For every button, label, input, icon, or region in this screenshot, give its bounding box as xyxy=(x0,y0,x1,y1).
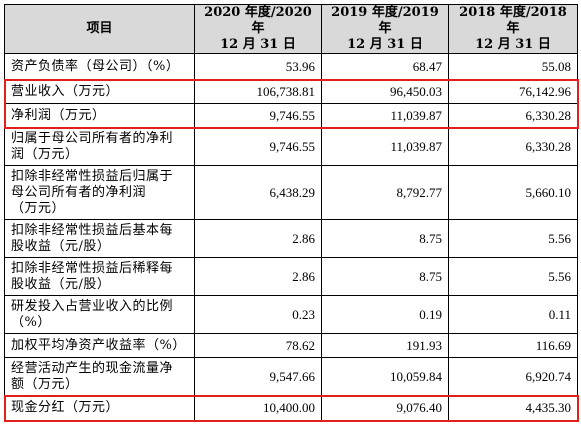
row-label: 净利润（万元） xyxy=(4,103,195,128)
row-value: 0.23 xyxy=(194,295,322,334)
row-value: 0.19 xyxy=(321,295,449,334)
row-label-line: 净利润（万元） xyxy=(11,107,106,123)
row-value: 11,039.87 xyxy=(321,103,449,128)
financial-table: 项目 2020 年度/2020 年 12 月 31 日 2019 年度/2019 … xyxy=(4,4,578,421)
row-value: 9,746.55 xyxy=(194,103,322,128)
row-label-line: 营业收入（万元） xyxy=(11,83,120,99)
row-value: 55.08 xyxy=(448,53,578,80)
row-label-line: 归属于母公司所有者的净利 xyxy=(11,130,174,146)
row-label: 经营活动产生的现金流量净 额（万元） xyxy=(4,357,195,396)
row-value: 9,076.40 xyxy=(321,395,449,421)
row-label: 现金分红（万元） xyxy=(4,395,195,421)
table-row: 扣除非经常性损益后归属于 母公司所有者的净利润 （万元） 6,438.29 8,792.… xyxy=(4,165,578,220)
table-row: 研发投入占营业收入的比例 （%） 0.23 0.19 0.11 xyxy=(4,295,578,334)
row-label-line: 现金分红（万元） xyxy=(11,400,120,415)
row-value: 10,059.84 xyxy=(321,357,449,396)
row-label: 营业收入（万元） xyxy=(4,79,195,104)
row-label-line: 加权平均净资产收益率（%） xyxy=(11,337,186,353)
header-2019: 2019 年度/2019 年 12 月 31 日 xyxy=(321,4,449,54)
header-2018: 2018 年度/2018 年 12 月 31 日 xyxy=(448,4,578,54)
row-value: 10,400.00 xyxy=(194,395,322,421)
row-value: 106,738.81 xyxy=(194,79,322,104)
table-row: 加权平均净资产收益率（%） 78.62 191.93 116.69 xyxy=(4,333,578,358)
table-row: 现金分红（万元） 10,400.00 9,076.40 4,435.30 xyxy=(4,395,578,421)
header-item: 项目 xyxy=(4,4,195,54)
row-value: 8,792.77 xyxy=(321,165,449,220)
row-value: 116.69 xyxy=(448,333,578,358)
row-value: 6,330.28 xyxy=(448,127,578,166)
row-label-line: 扣除非经常性损益后归属于 xyxy=(11,168,174,184)
table-row: 扣除非经常性损益后基本每 股收益（元/股） 2.86 8.75 5.56 xyxy=(4,219,578,258)
row-value: 8.75 xyxy=(321,257,449,296)
row-label-line: 润（万元） xyxy=(11,146,79,162)
row-label-line: 经营活动产生的现金流量净 xyxy=(11,360,174,376)
row-value: 5.56 xyxy=(448,257,578,296)
row-value: 78.62 xyxy=(194,333,322,358)
row-label-line: 资产负债率（母公司）（%） xyxy=(11,58,180,74)
row-label-line: （%） xyxy=(11,314,51,330)
row-label: 扣除非经常性损益后归属于 母公司所有者的净利润 （万元） xyxy=(4,165,195,220)
row-value: 9,746.55 xyxy=(194,127,322,166)
row-value: 0.11 xyxy=(448,295,578,334)
row-value: 53.96 xyxy=(194,53,322,80)
row-label: 扣除非经常性损益后稀释每 股收益（元/股） xyxy=(4,257,195,296)
row-value: 96,450.03 xyxy=(321,79,449,104)
row-label-line: （万元） xyxy=(11,200,66,216)
row-value: 2.86 xyxy=(194,219,322,258)
row-label: 归属于母公司所有者的净利 润（万元） xyxy=(4,127,195,166)
row-value: 191.93 xyxy=(321,333,449,358)
row-label-line: 扣除非经常性损益后稀释每 xyxy=(11,260,174,276)
row-label: 资产负债率（母公司）（%） xyxy=(4,53,195,80)
row-value: 6,920.74 xyxy=(448,357,578,396)
row-label-line: 额（万元） xyxy=(11,376,79,392)
row-value: 8.75 xyxy=(321,219,449,258)
row-value: 68.47 xyxy=(321,53,449,80)
header-row: 项目 2020 年度/2020 年 12 月 31 日 2019 年度/2019 … xyxy=(4,4,578,54)
table-row: 扣除非经常性损益后稀释每 股收益（元/股） 2.86 8.75 5.56 xyxy=(4,257,578,296)
row-label-line: 研发投入占营业收入的比例 xyxy=(11,298,174,314)
table-row: 经营活动产生的现金流量净 额（万元） 9,547.66 10,059.84 6,920.… xyxy=(4,357,578,396)
row-value: 9,547.66 xyxy=(194,357,322,396)
row-value: 5.56 xyxy=(448,219,578,258)
row-value: 11,039.87 xyxy=(321,127,449,166)
row-value: 76,142.96 xyxy=(448,79,578,104)
row-label-line: 扣除非经常性损益后基本每 xyxy=(11,222,174,238)
row-value: 6,438.29 xyxy=(194,165,322,220)
table-row: 归属于母公司所有者的净利 润（万元） 9,746.55 11,039.87 6,330.… xyxy=(4,127,578,166)
row-label: 研发投入占营业收入的比例 （%） xyxy=(4,295,195,334)
row-label: 扣除非经常性损益后基本每 股收益（元/股） xyxy=(4,219,195,258)
row-value: 6,330.28 xyxy=(448,103,578,128)
row-value: 2.86 xyxy=(194,257,322,296)
table-row: 营业收入（万元） 106,738.81 96,450.03 76,142.96 xyxy=(4,79,578,104)
row-value: 5,660.10 xyxy=(448,165,578,220)
row-value: 4,435.30 xyxy=(448,395,578,421)
row-label-line: 股收益（元/股） xyxy=(11,238,111,254)
row-label-line: 母公司所有者的净利润 xyxy=(11,184,147,200)
table-row: 资产负债率（母公司）（%） 53.96 68.47 55.08 xyxy=(4,53,578,80)
table-row: 净利润（万元） 9,746.55 11,039.87 6,330.28 xyxy=(4,103,578,128)
row-label-line: 股收益（元/股） xyxy=(11,276,111,292)
header-2020: 2020 年度/2020 年 12 月 31 日 xyxy=(194,4,322,54)
row-label: 加权平均净资产收益率（%） xyxy=(4,333,195,358)
